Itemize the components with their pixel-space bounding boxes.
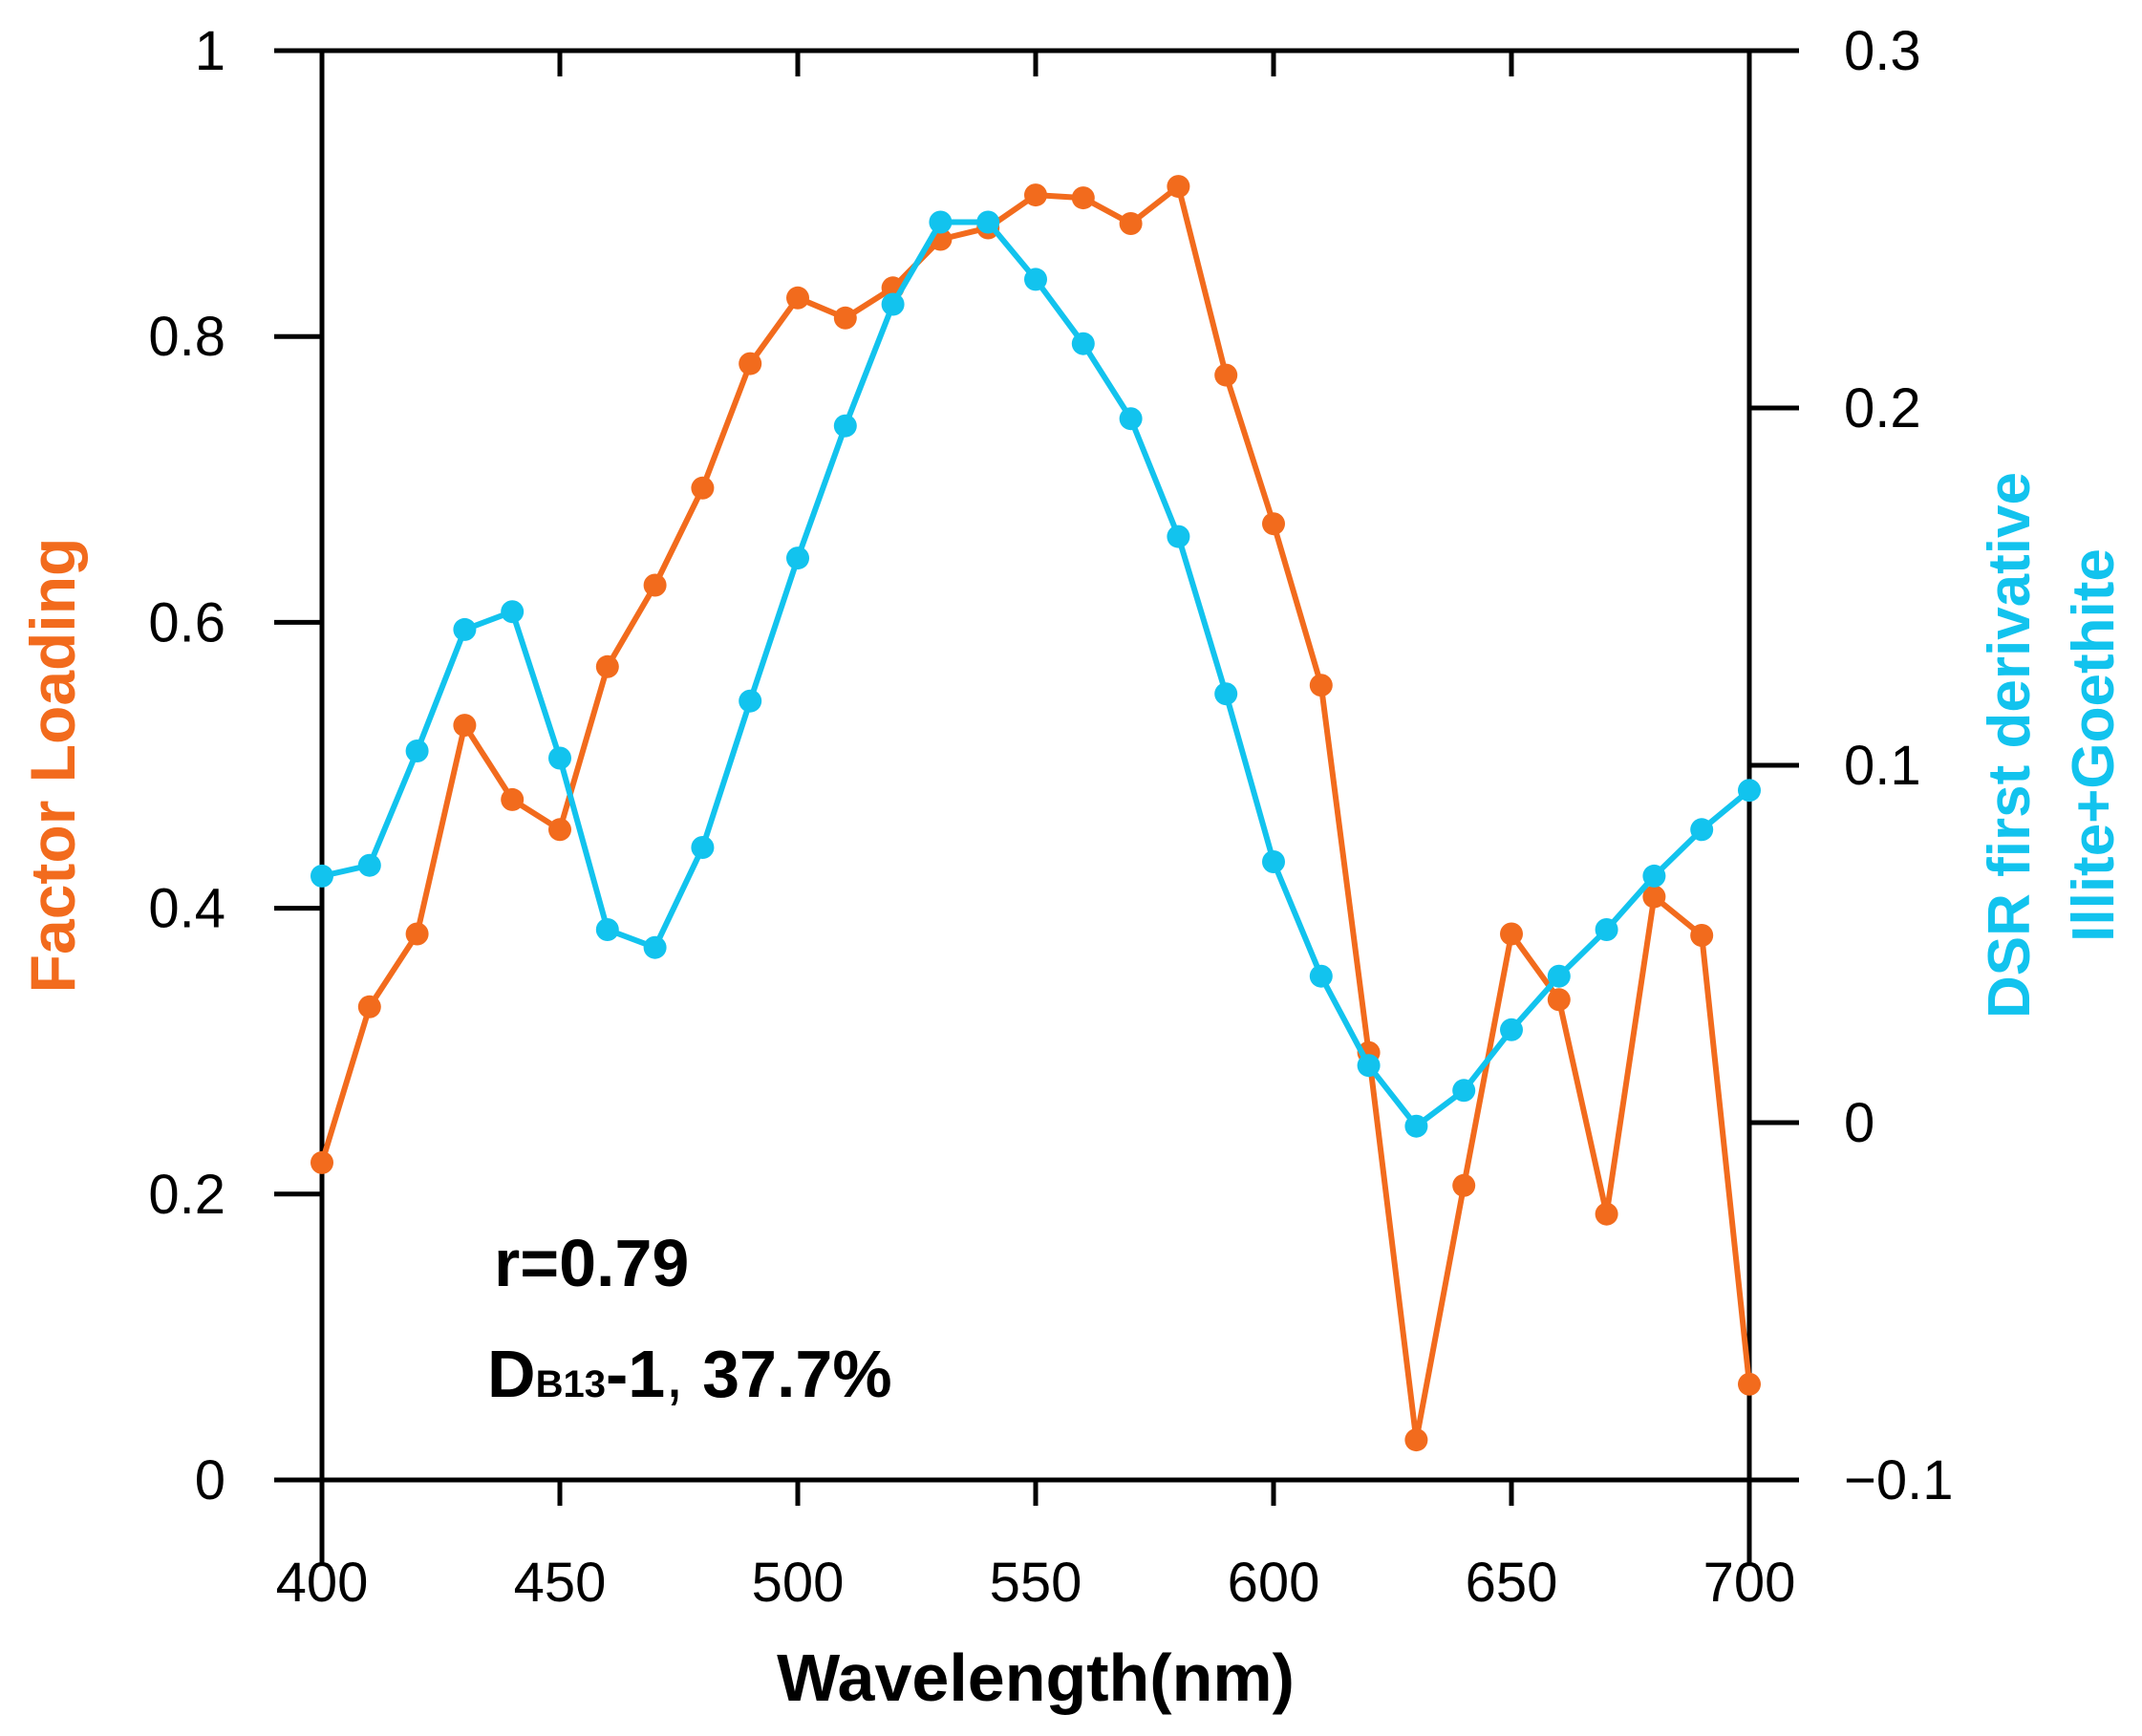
data-point [1262,512,1285,536]
data-point [643,573,667,597]
data-point [1738,779,1761,803]
data-point [311,1150,333,1174]
data-point [1071,332,1095,355]
data-point [1595,1202,1618,1226]
y2-tick-label: 0 [1844,1092,1874,1154]
component-comma: , [665,1337,683,1411]
data-point [1071,186,1095,210]
data-point [1547,964,1571,988]
y-tick-label: 0.8 [148,306,225,368]
data-point [1642,864,1666,888]
data-point [833,414,857,438]
data-point [1167,525,1190,548]
data-point [405,922,429,946]
data-point [643,935,667,959]
y2-axis-title-line1: DSR first derivative [1977,472,2043,1018]
y2-tick-label: 0.3 [1844,20,1921,82]
data-point [1690,818,1714,842]
data-point [1024,183,1047,207]
series-line [321,219,1751,1129]
data-point [691,836,715,859]
y-tick-label: 0.2 [148,1164,225,1226]
data-point [501,787,525,811]
data-point [1500,922,1523,946]
y2-tick-label: 0.1 [1844,735,1921,797]
data-point [1500,1018,1523,1041]
y2-tick-label: 0.2 [1844,377,1921,439]
data-point [786,547,809,570]
x-tick-label: 600 [1228,1552,1320,1614]
data-point [595,918,619,941]
data-point [1452,1173,1476,1197]
y2-axis-title-line2: Illite+Goethite [2061,548,2127,942]
data-point [739,352,762,375]
data-point [1738,1372,1761,1396]
data-point [1404,1114,1428,1138]
data-point [1452,1079,1476,1103]
data-point [357,853,381,877]
x-tick-label: 650 [1466,1552,1558,1614]
data-point [1547,988,1571,1012]
x-tick-label: 550 [990,1552,1082,1614]
data-point [1167,175,1190,199]
series-layer [311,175,1761,1452]
data-point [1214,363,1238,387]
data-point [1119,212,1143,235]
data-point [929,210,953,234]
series-0 [311,175,1761,1452]
data-point [833,306,857,330]
data-point [739,689,762,713]
data-point [501,600,525,624]
data-point [595,654,619,678]
component-annotation: DB13-1, 37.7% [487,1337,892,1411]
data-point [691,476,715,500]
data-point [881,292,905,316]
data-point [786,286,809,310]
data-point [1595,918,1618,941]
x-tick-label: 400 [276,1552,369,1614]
x-tick-label: 500 [752,1552,845,1614]
data-point [1642,885,1666,909]
ticks: 400 450 500 550 600 650 700 0 0.2 0.4 0.6 0.8 1 −0.1 0… [148,20,1953,1614]
data-point [453,617,477,641]
x-tick-label: 450 [514,1552,607,1614]
data-point [311,864,333,888]
series-1 [311,210,1761,1138]
data-point [357,995,381,1018]
data-point [976,210,1000,234]
data-point [405,739,429,762]
data-point [1690,924,1714,947]
y-axis-title: Factor Loading [17,538,88,994]
x-tick-label: 700 [1703,1552,1796,1614]
y-tick-label: 0.6 [148,591,225,654]
data-point [548,818,571,842]
data-point [1309,674,1333,697]
y-tick-label: 0 [195,1449,225,1511]
component-suffix: -1 [606,1337,665,1411]
x-axis-title: Wavelength(nm) [777,1640,1295,1715]
data-point [1024,268,1047,291]
data-point [1357,1054,1381,1078]
y-tick-label: 0.4 [148,878,225,940]
data-point [1214,682,1238,706]
data-point [1404,1428,1428,1452]
data-point [548,746,571,770]
data-point [1119,407,1143,431]
component-subscript: B13 [536,1363,606,1405]
y-tick-label: 1 [195,20,225,82]
correlation-annotation: r=0.79 [494,1226,689,1300]
component-main: D [487,1337,536,1411]
y2-tick-label: −0.1 [1844,1449,1954,1511]
data-point [453,714,477,738]
data-point [1262,850,1285,873]
data-point [1309,964,1333,988]
component-percentage: 37.7% [684,1337,892,1411]
